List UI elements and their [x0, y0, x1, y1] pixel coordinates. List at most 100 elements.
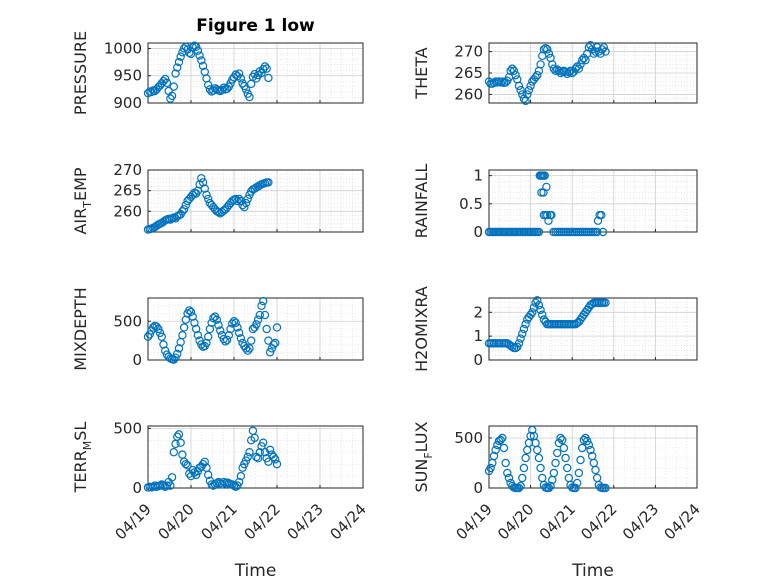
data-point — [195, 51, 204, 60]
y-axis-label: PRESSURE — [71, 31, 90, 115]
x-tick-label: 04/23 — [619, 500, 662, 543]
subplot-4: 0 0.5 1 RAINFALL — [412, 164, 698, 241]
data-point — [205, 324, 215, 334]
data-point — [574, 64, 584, 73]
data-point — [203, 80, 213, 90]
data-point — [143, 332, 153, 341]
y-tick-label: 265 — [113, 182, 142, 200]
data-point — [272, 459, 282, 469]
data-point — [167, 91, 177, 101]
data-point — [200, 457, 209, 466]
data-point — [154, 324, 163, 334]
data-point — [566, 66, 575, 76]
data-point — [203, 332, 213, 341]
data-point — [518, 90, 527, 99]
data-point — [544, 49, 554, 58]
data-point — [601, 483, 610, 493]
data-point — [197, 174, 206, 183]
data-point — [576, 455, 585, 465]
data-point — [148, 323, 158, 332]
data-point — [260, 62, 270, 71]
y-tick-label: 265 — [454, 64, 483, 82]
data-point — [246, 336, 256, 345]
x-tick-label: 04/22 — [241, 500, 284, 543]
data-point — [563, 463, 572, 473]
data-point — [499, 443, 509, 453]
data-point — [528, 425, 537, 435]
data-point — [486, 463, 495, 473]
data-point — [592, 227, 602, 237]
data-point — [572, 478, 582, 488]
data-point — [526, 310, 535, 319]
data-point — [241, 198, 251, 208]
data-point — [169, 448, 178, 457]
data-point — [240, 202, 249, 212]
y-tick-label: 0 — [132, 351, 142, 369]
data-point — [255, 310, 264, 320]
data-point — [243, 346, 252, 355]
y-tick-label: 500 — [454, 429, 483, 447]
data-point — [166, 481, 175, 490]
subplot-3: 260 265 270 AIRTEMP — [71, 161, 364, 235]
data-point — [229, 317, 239, 326]
data-point — [259, 296, 268, 306]
subplot-2: 260 265 270 THETA — [412, 40, 698, 106]
data-point — [231, 318, 240, 327]
data-point — [236, 471, 246, 481]
data-point — [508, 64, 517, 73]
data-point — [271, 455, 280, 464]
data-point — [516, 481, 525, 491]
data-point — [599, 43, 609, 52]
subplot-1: 900 950 1000 PRESSURE — [71, 31, 364, 115]
data-point — [198, 61, 208, 71]
data-point — [506, 66, 515, 76]
data-point — [271, 338, 280, 348]
data-point — [169, 82, 178, 91]
data-point — [586, 445, 595, 455]
data-point — [234, 69, 244, 78]
data-point — [272, 323, 282, 332]
data-point — [518, 329, 527, 338]
data-point — [250, 433, 259, 443]
data-point — [533, 70, 542, 80]
data-point — [152, 322, 161, 331]
data-point — [174, 344, 184, 353]
data-point — [203, 470, 213, 480]
data-point — [518, 473, 527, 483]
data-point — [540, 171, 549, 180]
data-point — [264, 73, 273, 83]
data-point — [202, 338, 211, 348]
data-point — [171, 69, 180, 78]
data-point — [509, 66, 519, 76]
data-point — [514, 81, 524, 91]
data-point — [197, 56, 206, 65]
data-point — [160, 346, 170, 355]
y-axis-label: RAINFALL — [412, 164, 431, 239]
data-point — [576, 60, 585, 69]
data-point — [241, 85, 251, 94]
y-tick-label: 260 — [454, 85, 483, 103]
y-axis-label: AIRTEMP — [71, 167, 94, 234]
subplot-5: 0 500 MIXDEPTH — [71, 287, 364, 371]
data-point — [533, 296, 542, 305]
data-point — [265, 445, 275, 455]
data-point — [601, 298, 610, 307]
data-point — [193, 331, 203, 340]
x-tick-label: 04/24 — [661, 500, 704, 543]
data-point — [214, 207, 223, 217]
data-point — [536, 60, 545, 69]
y-tick-label: 1000 — [104, 39, 142, 57]
data-point — [253, 453, 263, 463]
x-tick-label: 04/19 — [453, 500, 496, 543]
data-point — [533, 445, 542, 455]
data-point — [564, 67, 574, 77]
data-point — [591, 465, 600, 475]
data-point — [496, 435, 505, 445]
data-point — [548, 60, 557, 69]
y-axis-label: H2OMIXRA — [412, 286, 431, 372]
data-point — [536, 305, 545, 315]
y-tick-label: 1 — [473, 327, 483, 345]
x-tick-label: 04/23 — [284, 500, 327, 543]
data-point — [538, 310, 547, 319]
